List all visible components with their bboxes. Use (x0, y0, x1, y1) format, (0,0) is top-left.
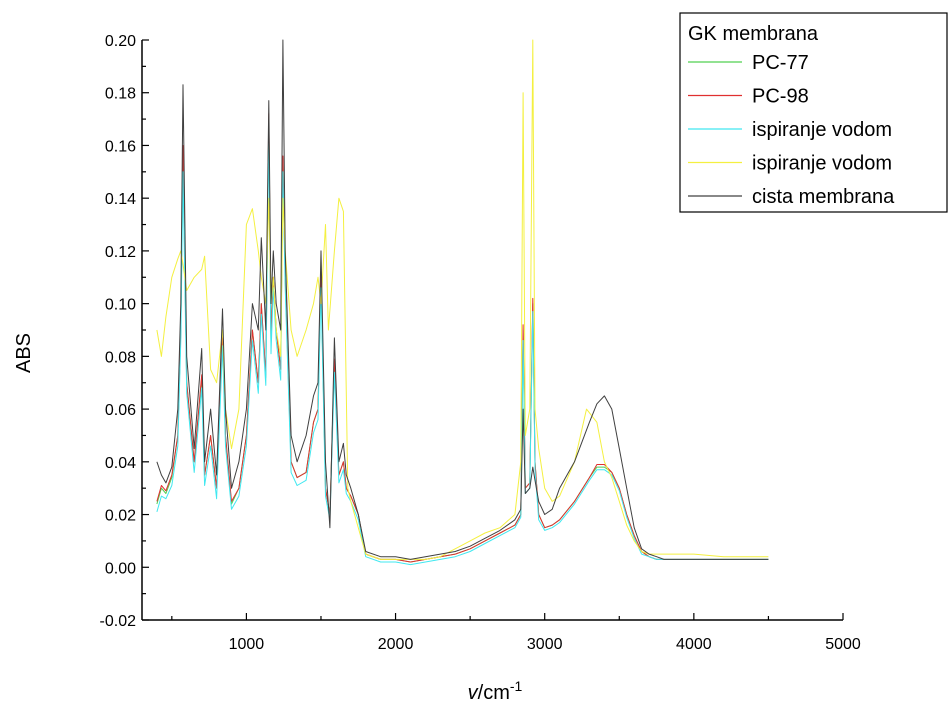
legend-label: PC-77 (752, 52, 809, 74)
y-tick-label: 0.00 (105, 560, 136, 577)
series-line-5 (156, 39, 769, 560)
x-tick-label: 4000 (676, 636, 712, 653)
x-axis-title-var: v (468, 682, 479, 704)
y-tick-label: 0.16 (105, 138, 136, 155)
series-line-1 (156, 118, 769, 563)
legend-box (679, 12, 948, 213)
legend-label: cista membrana (752, 186, 895, 208)
series-line-2 (156, 113, 769, 563)
y-axis-title: ABS (13, 333, 35, 373)
legend-title: GK membrana (688, 23, 819, 45)
y-tick-label: 0.20 (105, 33, 136, 50)
legend-label: ispiranje vodom (752, 153, 892, 175)
y-axis-ticks: -0.02 0.00 0.02 0.04 0.06 0.08 0.10 0.12 0.14 0.1… (100, 33, 149, 630)
x-axis-ticks: 1000 2000 3000 4000 5000 (171, 613, 861, 653)
x-tick-label: 5000 (825, 636, 861, 653)
y-tick-label: 0.14 (105, 191, 136, 208)
x-tick-label: 1000 (229, 636, 265, 653)
legend: GK membrana PC-77 PC-98 ispiranje vodom isp… (679, 12, 948, 213)
x-axis-title-sup: -1 (510, 678, 523, 694)
x-axis-title: v/cm-1 (468, 678, 523, 704)
y-tick-label: 0.04 (105, 455, 136, 472)
y-tick-label: -0.02 (100, 613, 137, 630)
y-tick-label: 0.08 (105, 349, 136, 366)
x-axis-title-unit: /cm (478, 682, 510, 704)
series-line-4 (156, 39, 769, 560)
legend-label: ispiranje vodom (752, 119, 892, 141)
legend-label: PC-98 (752, 86, 809, 108)
y-tick-label: 0.10 (105, 297, 136, 314)
x-tick-label: 2000 (378, 636, 414, 653)
series-line-3 (156, 131, 769, 566)
y-tick-label: 0.18 (105, 86, 136, 103)
y-tick-label: 0.02 (105, 508, 136, 525)
legend-items: PC-77 PC-98 ispiranje vodom ispiranje vodom… (688, 52, 895, 208)
y-tick-label: 0.06 (105, 402, 136, 419)
plot-lines (156, 39, 769, 566)
y-tick-label: 0.12 (105, 244, 136, 261)
x-tick-label: 3000 (527, 636, 563, 653)
